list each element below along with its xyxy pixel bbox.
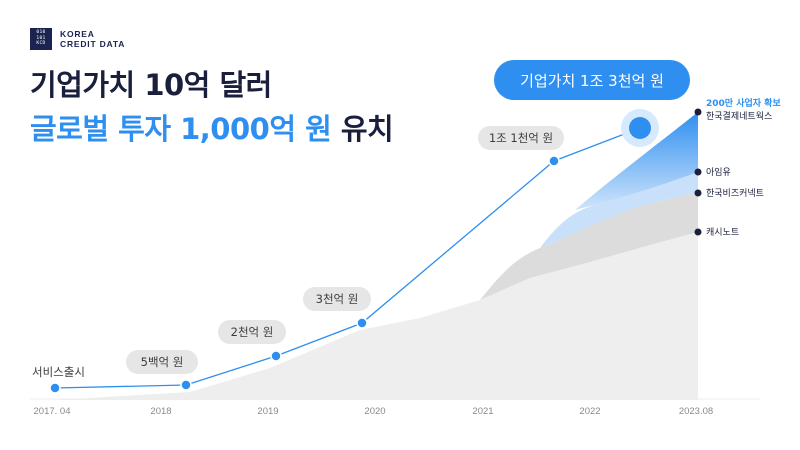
base-area [55,232,698,400]
headline-line2: 글로벌 투자 1,000억 원 유치 [30,106,394,148]
point-2019b [356,317,368,329]
mid-band [480,192,698,300]
pill-1jo1 [478,126,564,150]
endpoint-label-iamu: 아임유 [706,166,731,178]
headline-accent: 글로벌 투자 1,000억 원 [30,112,332,146]
pill-5bil [126,350,198,374]
pill-latest [494,60,690,100]
label-latest: 기업가치 1조 3천억 원 [520,72,664,90]
point-2018 [180,379,192,391]
blue-band [575,112,698,210]
tick-2017: 2017. 04 [34,406,71,417]
light-blue-band [540,172,698,248]
headline-line1: 기업가치 10억 달러 [30,68,272,102]
label-2thou: 2천억 원 [231,325,274,339]
pill-2thou [218,320,286,344]
point-2017 [49,382,61,394]
label-3thou: 3천억 원 [316,292,359,306]
pill-3thou [303,287,371,311]
logo-text: KOREA CREDIT DATA [60,29,126,49]
endpoint-label-kpn: 한국결제네트웍스 [706,111,772,122]
logo-mark: 010 101 KCD [30,28,52,50]
label-service-launch: 서비스출시 [32,365,85,379]
label-5bil: 5백억 원 [141,355,184,369]
tick-2021: 2021 [472,406,493,417]
point-2021 [548,155,560,167]
tick-2023: 2023.08 [679,406,713,417]
tick-2020: 2020 [364,406,385,417]
tick-2018: 2018 [150,406,171,417]
endpoint-marker-cashnote [694,228,702,236]
endpoint-label-cashnote: 캐시노트 [706,227,739,238]
endpoint-marker-kbc [694,189,702,197]
point-2019a [270,350,282,362]
headline-rest: 유치 [331,112,394,146]
endpoint-label-kbc: 한국비즈커넥트 [706,188,764,199]
latest-point-glow-inner [629,117,651,139]
tick-2019: 2019 [257,406,278,417]
endpoint-marker-kpn [694,108,702,116]
valuation-points [49,155,560,394]
tick-2022: 2022 [579,406,600,417]
label-1jo1: 1조 1천억 원 [489,131,553,145]
endpoint-highlight-kpn: 200만 사업자 확보 [706,97,781,109]
endpoint-marker-iamu [694,168,702,176]
kcd-logo: 010 101 KCD KOREA CREDIT DATA [30,28,125,50]
valuation-line [54,127,641,389]
